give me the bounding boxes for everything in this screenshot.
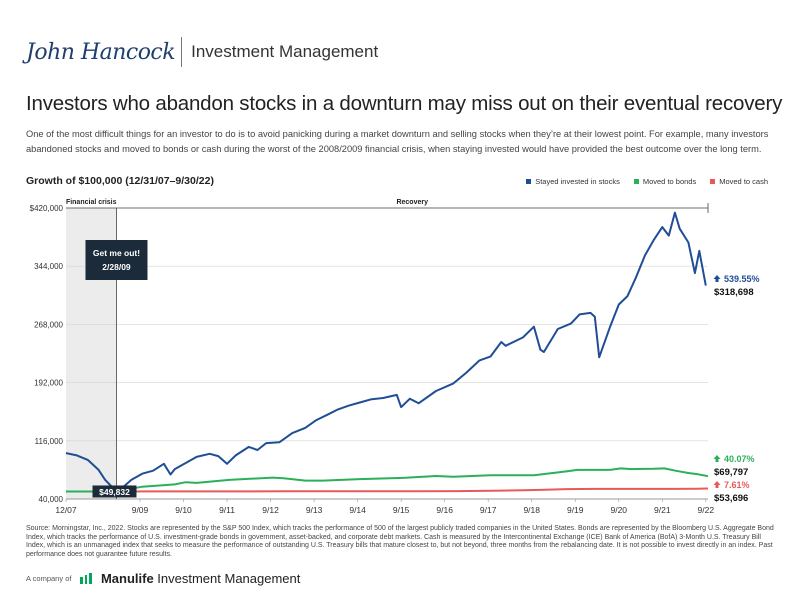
john-hancock-logo: John Hancock — [26, 39, 176, 65]
source-note: Source: Morningstar, Inc., 2022. Stocks … — [26, 525, 774, 558]
y-tick-label: 268,000 — [34, 320, 63, 329]
legend-swatch-cash — [710, 179, 716, 184]
end-value-bonds: $69,797 — [714, 467, 748, 478]
x-tick-label: 9/11 — [219, 505, 235, 515]
legend-swatch-stocks — [526, 179, 532, 184]
manulife-brand: Manulife Investment Management — [101, 571, 300, 586]
x-tick-label: 9/15 — [393, 505, 410, 515]
end-value-cash: $53,696 — [714, 493, 748, 504]
legend-item-bonds: Moved to bonds — [633, 177, 697, 186]
manulife-brand-rest: Investment Management — [153, 571, 301, 586]
end-change-bonds: 40.07% — [724, 454, 755, 464]
series-line-stocks — [65, 211, 707, 493]
x-tick-label: 9/22 — [698, 505, 715, 515]
up-arrow-icon — [713, 455, 721, 462]
x-tick-label: 9/17 — [480, 505, 497, 515]
x-tick-label: 9/16 — [436, 505, 453, 515]
x-tick-label: 9/12 — [262, 505, 279, 515]
end-change-stocks: 539.55% — [724, 274, 760, 284]
y-tick-label: 40,000 — [39, 495, 64, 504]
callout-date: 2/28/09 — [102, 262, 131, 272]
x-tick-label: 9/14 — [349, 505, 366, 515]
footer: A company of Manulife Investment Managem… — [26, 571, 300, 586]
x-tick-label: 9/18 — [523, 505, 540, 515]
series-line-bonds — [66, 467, 709, 493]
period-label-crisis: Financial crisis — [66, 199, 117, 206]
low-value-box — [92, 485, 137, 498]
low-value-label: $49,832 — [99, 487, 130, 497]
header: John Hancock Investment Management — [26, 32, 378, 72]
callout-box — [85, 240, 148, 280]
y-tick-label: $420,000 — [30, 204, 64, 213]
up-arrow-icon — [713, 481, 721, 488]
chart-subtitle: Growth of $100,000 (12/31/07–9/30/22) — [26, 175, 214, 187]
x-tick-label: 9/13 — [306, 505, 323, 515]
x-tick-label: 9/19 — [567, 505, 584, 515]
series-line-cash — [66, 487, 709, 493]
page-title: Investors who abandon stocks in a downtu… — [26, 92, 783, 115]
company-of-label: A company of — [26, 574, 72, 583]
legend-label-stocks: Stayed invested in stocks — [535, 177, 620, 186]
intro-paragraph: One of the most difficult things for an … — [26, 129, 769, 154]
x-tick-label: 9/10 — [175, 505, 192, 515]
legend-item-stocks: Stayed invested in stocks — [526, 177, 620, 186]
legend-label-cash: Moved to cash — [719, 177, 768, 186]
manulife-logo-icon — [80, 573, 92, 584]
up-arrow-icon — [713, 275, 721, 282]
y-tick-label: 116,000 — [35, 437, 64, 446]
x-tick-label: 9/20 — [610, 505, 627, 515]
legend-item-cash: Moved to cash — [710, 177, 768, 186]
y-tick-label: 344,000 — [34, 262, 63, 271]
legend-swatch-bonds — [633, 179, 639, 184]
callout-title: Get me out! — [93, 248, 140, 258]
x-tick-label: 12/07 — [55, 505, 77, 515]
x-tick-label: 9/21 — [654, 505, 671, 515]
brand-subtitle: Investment Management — [191, 42, 379, 61]
x-tick-label: 9/09 — [132, 505, 149, 515]
legend-label-bonds: Moved to bonds — [642, 177, 697, 186]
y-tick-label: 192,000 — [34, 379, 63, 388]
period-label-recovery: Recovery — [396, 199, 428, 206]
end-change-cash: 7.61% — [724, 480, 750, 490]
logo-divider — [181, 37, 183, 67]
chart-legend: Stayed invested in stocks Moved to bonds… — [526, 177, 768, 186]
manulife-brand-bold: Manulife — [100, 571, 154, 586]
end-value-stocks: $318,698 — [714, 287, 754, 298]
